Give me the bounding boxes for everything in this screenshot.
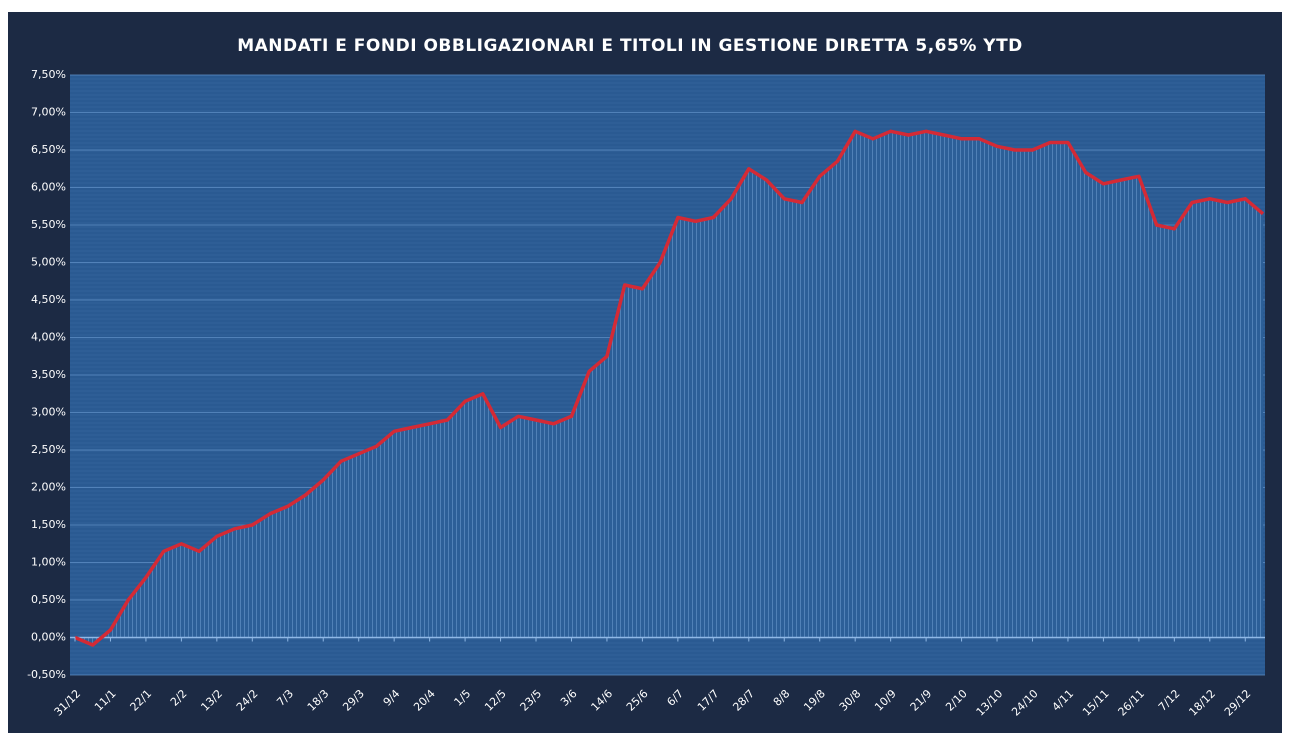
y-tick-label: 6,50%	[31, 143, 66, 156]
y-tick-label: 7,00%	[31, 106, 66, 119]
y-tick-label: 2,50%	[31, 443, 66, 456]
y-tick-label: 7,50%	[31, 68, 66, 81]
y-tick-label: 6,00%	[31, 181, 66, 194]
chart-title: MANDATI E FONDI OBBLIGAZIONARI E TITOLI …	[237, 36, 1023, 56]
y-tick-label: 5,00%	[31, 256, 66, 269]
y-tick-label: 5,50%	[31, 218, 66, 231]
y-tick-label: 1,50%	[31, 518, 66, 531]
y-tick-label: 4,00%	[31, 331, 66, 344]
y-tick-label: 3,00%	[31, 406, 66, 419]
y-tick-label: 4,50%	[31, 293, 66, 306]
y-tick-label: 2,00%	[31, 481, 66, 494]
area	[75, 131, 1263, 646]
y-tick-label: 0,50%	[31, 593, 66, 606]
y-tick-label: 0,00%	[31, 631, 66, 644]
y-tick-label: 3,50%	[31, 368, 66, 381]
series-line	[74, 129, 1265, 647]
y-tick-label: -0,50%	[27, 668, 66, 681]
y-tick-label: 1,00%	[31, 556, 66, 569]
